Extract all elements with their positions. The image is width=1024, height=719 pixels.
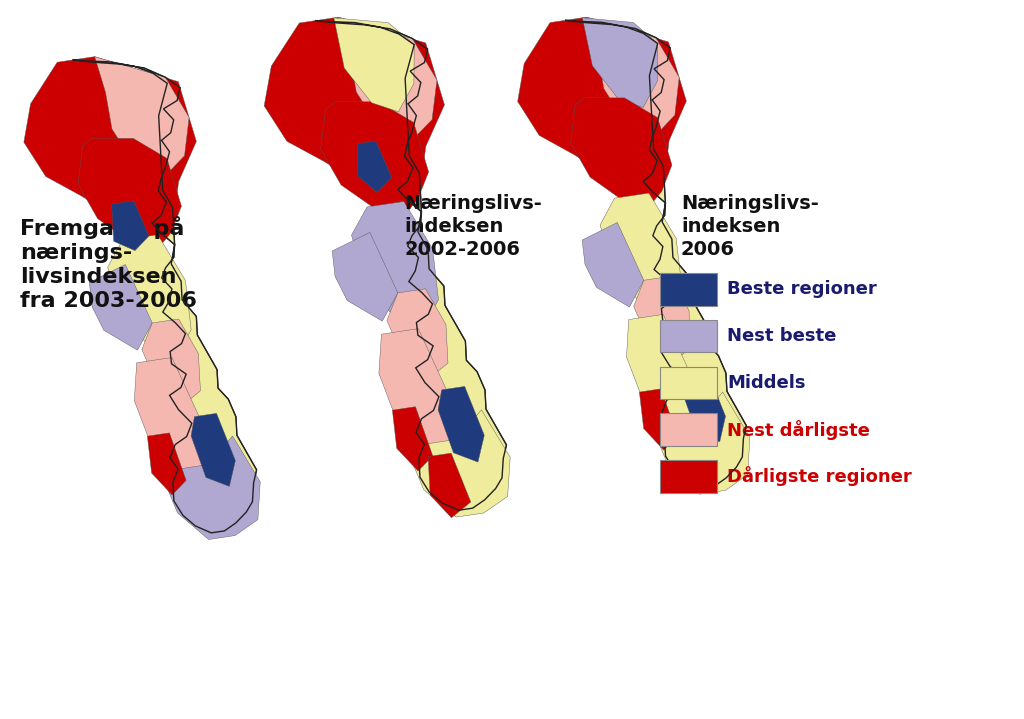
Text: Middels: Middels: [727, 374, 806, 392]
Polygon shape: [438, 386, 484, 462]
Polygon shape: [357, 141, 392, 193]
Text: Nest beste: Nest beste: [727, 327, 837, 345]
Polygon shape: [682, 370, 725, 442]
Polygon shape: [73, 60, 257, 533]
Polygon shape: [387, 289, 447, 379]
Polygon shape: [147, 433, 186, 495]
Polygon shape: [392, 407, 433, 471]
Polygon shape: [639, 389, 678, 450]
Polygon shape: [161, 436, 260, 539]
FancyBboxPatch shape: [660, 367, 717, 399]
Polygon shape: [24, 57, 197, 234]
FancyBboxPatch shape: [660, 460, 717, 493]
FancyBboxPatch shape: [660, 320, 717, 352]
Polygon shape: [652, 392, 750, 494]
Polygon shape: [583, 18, 657, 107]
Text: Næringslivs-
indeksen
2006: Næringslivs- indeksen 2006: [681, 194, 819, 259]
Polygon shape: [191, 413, 236, 487]
Polygon shape: [339, 17, 437, 150]
FancyBboxPatch shape: [660, 273, 717, 306]
Polygon shape: [94, 57, 189, 185]
Polygon shape: [142, 319, 201, 406]
Polygon shape: [315, 21, 507, 510]
Polygon shape: [600, 193, 682, 313]
Polygon shape: [587, 17, 679, 144]
Polygon shape: [112, 201, 148, 251]
Polygon shape: [334, 18, 414, 111]
Polygon shape: [134, 357, 203, 481]
Polygon shape: [627, 314, 693, 436]
Polygon shape: [379, 329, 450, 457]
Text: Beste regioner: Beste regioner: [727, 280, 877, 298]
Polygon shape: [89, 265, 153, 350]
Polygon shape: [428, 453, 471, 518]
Polygon shape: [108, 234, 191, 357]
Polygon shape: [582, 222, 644, 307]
Polygon shape: [406, 410, 510, 517]
Polygon shape: [78, 138, 181, 247]
Text: Nest dårligste: Nest dårligste: [727, 420, 870, 439]
Polygon shape: [565, 20, 746, 487]
FancyBboxPatch shape: [660, 413, 717, 446]
Polygon shape: [634, 276, 691, 362]
Text: Næringslivs-
indeksen
2002-2006: Næringslivs- indeksen 2002-2006: [404, 194, 543, 259]
Text: Dårligste regioner: Dårligste regioner: [727, 467, 911, 486]
Polygon shape: [264, 17, 444, 201]
Polygon shape: [332, 232, 398, 321]
Polygon shape: [321, 102, 429, 214]
Text: Fremgang på
nærings-
livsindeksen
fra 2003-2006: Fremgang på nærings- livsindeksen fra 20…: [20, 216, 198, 311]
Polygon shape: [351, 201, 438, 328]
Polygon shape: [570, 98, 672, 205]
Polygon shape: [518, 17, 686, 193]
